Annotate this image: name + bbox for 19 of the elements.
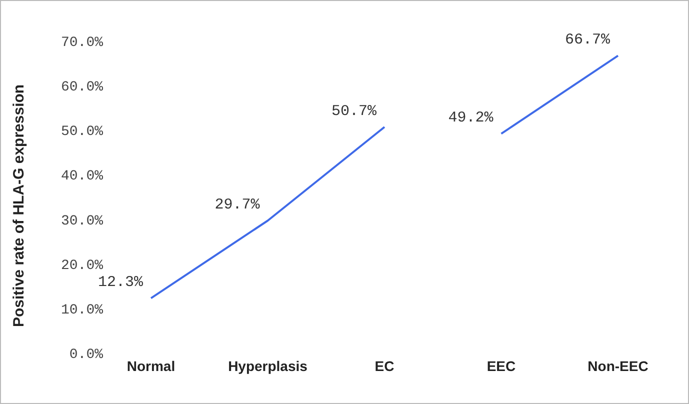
y-tick-label: 30.0%: [60, 213, 104, 230]
y-tick-label: 40.0%: [60, 168, 104, 185]
data-label: 50.7%: [331, 103, 378, 120]
y-tick-label: 0.0%: [69, 346, 104, 363]
x-tick-label: Non-EEC: [588, 358, 648, 374]
data-label: 49.2%: [448, 110, 494, 127]
y-tick-label: 70.0%: [60, 34, 104, 51]
x-tick-label: Normal: [126, 358, 176, 374]
x-tick-label: Hyperplasis: [228, 358, 308, 374]
x-tick-label: EEC: [486, 358, 516, 374]
y-tick-label: 50.0%: [60, 124, 104, 140]
y-tick-label: 10.0%: [60, 302, 104, 318]
x-tick-label: EC: [374, 358, 394, 374]
data-label: 29.7%: [214, 196, 261, 214]
y-tick-label: 20.0%: [60, 258, 104, 274]
data-label: 12.3%: [98, 274, 144, 292]
data-label: 66.7%: [564, 32, 611, 49]
y-axis-title: Positive rate of HLA-G expression: [10, 84, 28, 327]
y-tick-label: 60.0%: [60, 80, 104, 96]
